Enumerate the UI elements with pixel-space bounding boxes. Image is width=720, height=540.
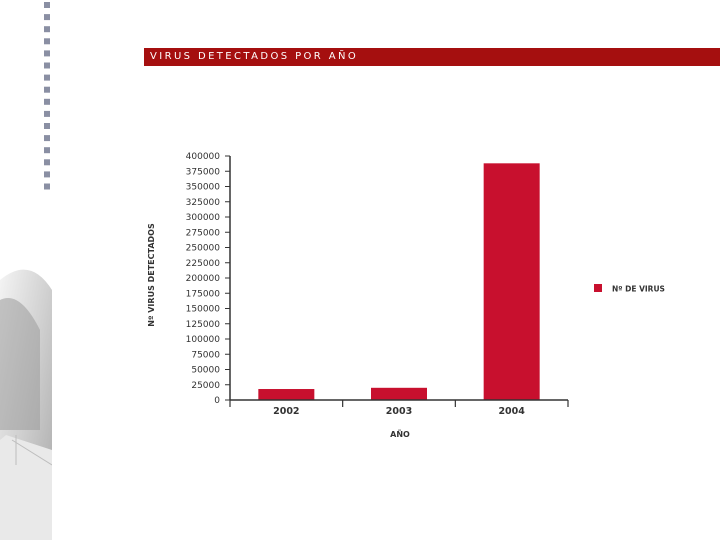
- y-tick-label: 250000: [186, 244, 221, 254]
- decorative-dot: [44, 2, 50, 8]
- bar-2002: [258, 389, 315, 400]
- decorative-dot: [44, 110, 50, 117]
- chart-title: VIRUS DETECTADOS POR AÑO: [150, 51, 359, 62]
- chart-title-bar: VIRUS DETECTADOS POR AÑO: [144, 48, 720, 66]
- decorative-dot: [44, 50, 50, 57]
- y-tick-label: 200000: [186, 274, 221, 284]
- y-tick-label: 150000: [186, 305, 221, 315]
- y-tick-label: 275000: [186, 228, 221, 238]
- decorative-laptop-graphic: [0, 269, 52, 540]
- y-tick-label: 75000: [191, 350, 220, 360]
- x-tick-label: 2002: [273, 406, 299, 417]
- y-tick-label: 50000: [191, 366, 220, 376]
- decorative-dot: [44, 74, 50, 81]
- y-tick-label: 325000: [186, 198, 221, 208]
- decorative-dot: [44, 123, 50, 129]
- x-tick-label: 2003: [386, 406, 412, 417]
- legend-label: Nº DE VIRUS: [612, 285, 665, 294]
- bar-chart: 0 25000 50000 75000 100000 125000 150000 175000…: [147, 152, 665, 439]
- y-tick-label: 400000: [186, 152, 221, 162]
- bar-2003: [371, 387, 427, 400]
- decorative-dot: [44, 159, 50, 166]
- y-tick-label: 225000: [186, 259, 221, 269]
- y-tick-label: 0: [214, 396, 220, 406]
- legend-swatch: [594, 284, 602, 292]
- y-axis-title: Nº VIRUS DETECTADOS: [147, 223, 156, 327]
- x-tick-label: 2004: [498, 406, 525, 417]
- decorative-dot: [44, 183, 50, 190]
- decorative-dot-column: [44, 2, 50, 190]
- decorative-dot: [44, 171, 50, 178]
- y-tick-label: 125000: [186, 320, 221, 330]
- decorative-dot: [44, 135, 50, 142]
- decorative-dot: [44, 38, 50, 45]
- decorative-dot: [44, 14, 50, 21]
- decorative-dot: [44, 147, 50, 154]
- y-tick-label: 300000: [186, 213, 221, 223]
- bars: [258, 163, 540, 400]
- y-axis-ticks: 0 25000 50000 75000 100000 125000 150000 175000…: [186, 152, 231, 406]
- bar-2004: [483, 163, 540, 400]
- decorative-dot: [44, 26, 50, 33]
- legend: Nº DE VIRUS: [594, 284, 665, 294]
- decorative-dot: [44, 98, 50, 105]
- y-tick-label: 375000: [186, 167, 221, 177]
- decorative-dot: [44, 86, 50, 93]
- y-tick-label: 100000: [186, 335, 221, 345]
- y-tick-label: 175000: [186, 289, 221, 299]
- decorative-dot: [44, 62, 50, 69]
- x-axis: 2002 2003 2004: [229, 399, 569, 417]
- x-axis-title: AÑO: [390, 429, 410, 439]
- y-tick-label: 25000: [191, 381, 220, 391]
- y-tick-label: 350000: [186, 183, 221, 193]
